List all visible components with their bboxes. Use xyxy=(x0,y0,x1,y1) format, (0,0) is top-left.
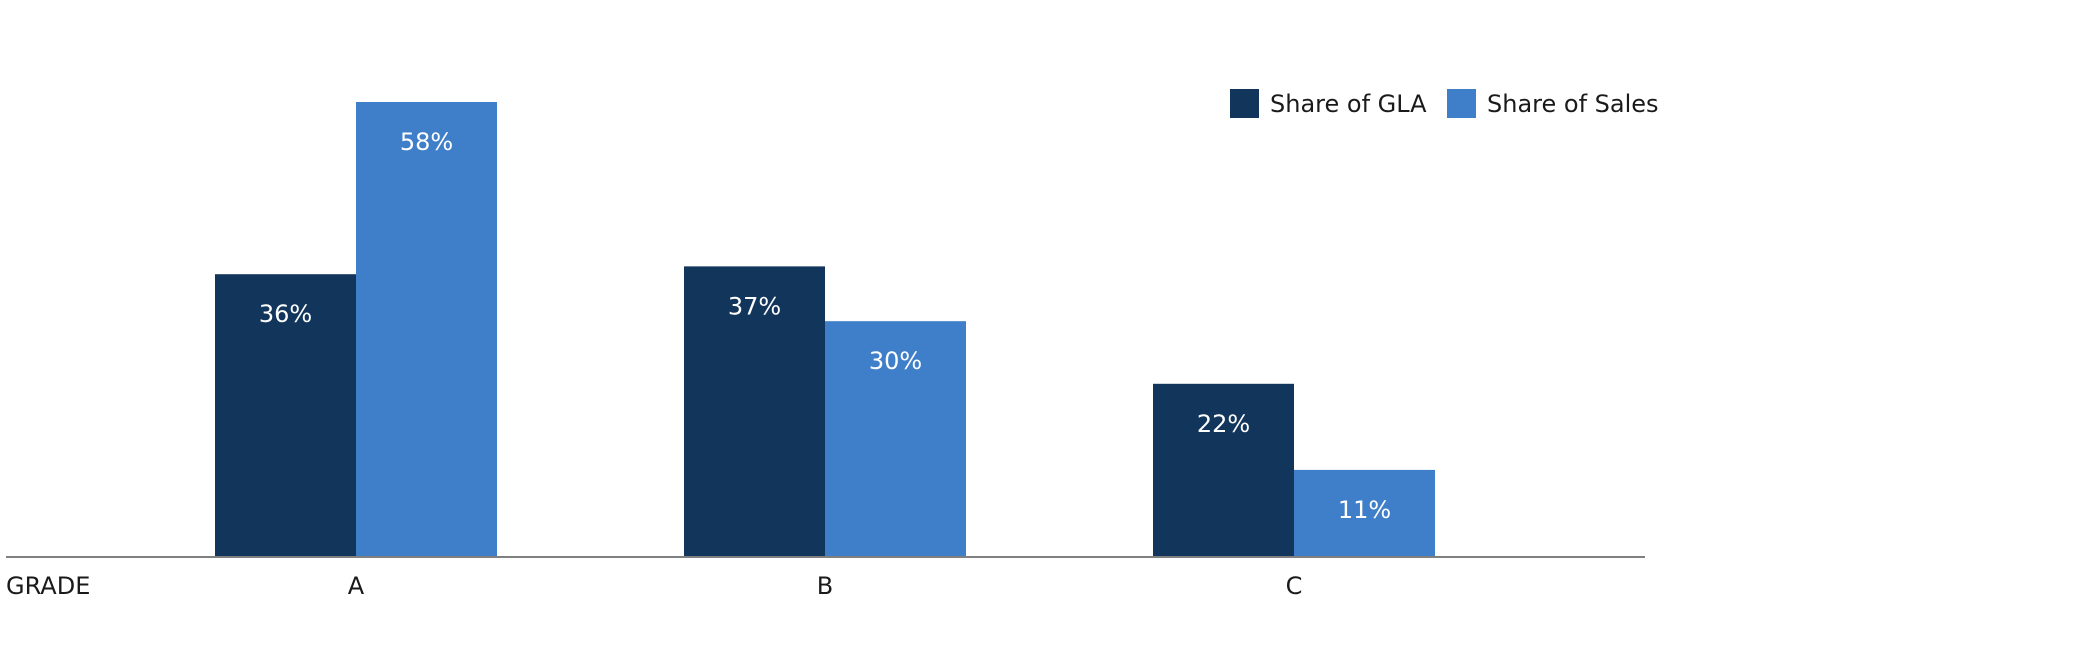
bar-share-of-sales-a xyxy=(356,102,497,556)
bar-share-of-gla-c xyxy=(1153,383,1294,556)
data-label-share-of-gla-b: 37% xyxy=(728,292,781,320)
bar-share-of-gla-b xyxy=(684,266,825,556)
bars-group xyxy=(215,102,1435,556)
data-label-share-of-gla-c: 22% xyxy=(1197,410,1250,438)
legend-label-share-of-gla: Share of GLA xyxy=(1270,90,1427,118)
legend-swatch-share-of-gla xyxy=(1230,89,1259,118)
legend-label-share-of-sales: Share of Sales xyxy=(1487,90,1659,118)
data-label-share-of-sales-b: 30% xyxy=(869,347,922,375)
bar-share-of-sales-c xyxy=(1294,469,1435,556)
legend-swatch-share-of-sales xyxy=(1447,89,1476,118)
data-label-share-of-sales-c: 11% xyxy=(1338,496,1391,524)
x-tick-label-c: C xyxy=(1286,572,1303,600)
bar-labels-group: 36% 58% 37% 30% 22% 11% xyxy=(259,128,1391,524)
x-tick-labels-group: A B C xyxy=(348,572,1303,600)
bar-share-of-gla-a xyxy=(215,274,356,556)
bar-share-of-sales-b xyxy=(825,321,966,556)
legend: Share of GLA Share of Sales xyxy=(1230,89,1659,118)
data-label-share-of-sales-a: 58% xyxy=(400,128,453,156)
data-label-share-of-gla-a: 36% xyxy=(259,300,312,328)
x-tick-label-b: B xyxy=(817,572,833,600)
x-axis-title: GRADE xyxy=(6,572,90,600)
x-tick-label-a: A xyxy=(348,572,365,600)
